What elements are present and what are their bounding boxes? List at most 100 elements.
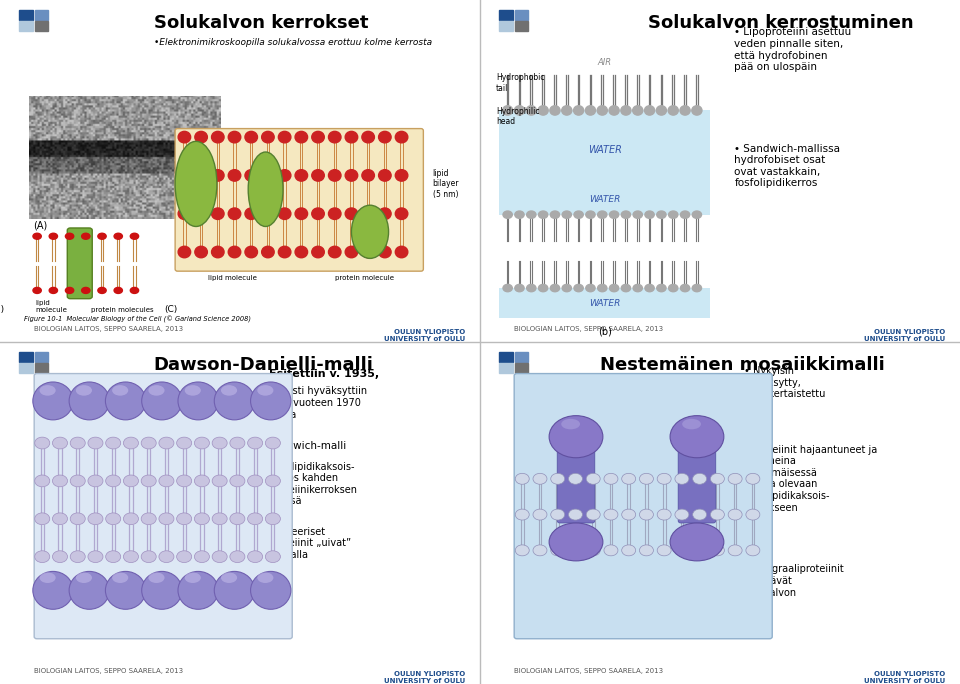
Circle shape <box>633 106 643 115</box>
Ellipse shape <box>106 571 146 609</box>
Circle shape <box>728 545 742 556</box>
Text: OULUN YLIOPISTO
UNIVERSITY of OULU: OULUN YLIOPISTO UNIVERSITY of OULU <box>864 328 946 342</box>
Circle shape <box>604 545 618 556</box>
Text: OULUN YLIOPISTO
UNIVERSITY of OULU: OULUN YLIOPISTO UNIVERSITY of OULU <box>384 670 466 684</box>
Circle shape <box>278 246 291 258</box>
Circle shape <box>141 513 156 525</box>
Circle shape <box>728 473 742 484</box>
Ellipse shape <box>142 382 182 420</box>
Circle shape <box>262 170 275 181</box>
Circle shape <box>131 287 138 293</box>
Circle shape <box>622 473 636 484</box>
Circle shape <box>195 170 207 181</box>
Text: WATER: WATER <box>588 144 622 155</box>
Circle shape <box>604 473 618 484</box>
FancyBboxPatch shape <box>175 129 423 271</box>
Ellipse shape <box>549 523 603 561</box>
Circle shape <box>609 106 619 115</box>
Circle shape <box>597 106 608 115</box>
Text: WATER: WATER <box>589 195 620 205</box>
FancyBboxPatch shape <box>557 434 595 523</box>
Circle shape <box>587 473 600 484</box>
Circle shape <box>586 285 595 291</box>
Text: WATER: WATER <box>589 298 620 308</box>
Text: • Lipoproteiini asettuu
veden pinnalle siten,
että hydrofobinen
pää on ulospäin: • Lipoproteiini asettuu veden pinnalle s… <box>734 27 852 72</box>
Circle shape <box>49 233 58 239</box>
Text: Hydrophilic
zone: Hydrophilic zone <box>48 435 103 457</box>
Text: BIOLOGIAN LAITOS, SEPPO SAARELA, 2013: BIOLOGIAN LAITOS, SEPPO SAARELA, 2013 <box>514 668 662 674</box>
Text: BIOLOGIAN LAITOS, SEPPO SAARELA, 2013: BIOLOGIAN LAITOS, SEPPO SAARELA, 2013 <box>34 668 182 674</box>
Circle shape <box>346 170 358 181</box>
Text: Dawson-Danielli-malli: Dawson-Danielli-malli <box>154 356 373 373</box>
Circle shape <box>98 233 107 239</box>
Circle shape <box>124 513 138 525</box>
Circle shape <box>551 473 564 484</box>
Circle shape <box>692 106 702 115</box>
Circle shape <box>262 246 275 258</box>
Ellipse shape <box>76 385 92 395</box>
Circle shape <box>621 211 631 218</box>
Circle shape <box>53 551 67 562</box>
Circle shape <box>35 437 50 449</box>
Circle shape <box>262 208 275 220</box>
Circle shape <box>658 473 671 484</box>
Ellipse shape <box>142 571 182 609</box>
Circle shape <box>328 208 341 220</box>
Circle shape <box>265 437 280 449</box>
Text: Solukalvon kerrostuminen: Solukalvon kerrostuminen <box>648 14 914 31</box>
Circle shape <box>124 551 138 562</box>
FancyBboxPatch shape <box>515 373 772 639</box>
Text: OULUN YLIOPISTO
UNIVERSITY of OULU: OULUN YLIOPISTO UNIVERSITY of OULU <box>384 328 466 342</box>
Text: protein molecule: protein molecule <box>335 275 395 280</box>
Text: Solukalvon kerrokset: Solukalvon kerrokset <box>154 14 368 31</box>
Circle shape <box>195 208 207 220</box>
Text: AIR: AIR <box>598 57 612 66</box>
Circle shape <box>533 509 547 520</box>
Circle shape <box>159 437 174 449</box>
Circle shape <box>211 131 224 143</box>
Circle shape <box>396 170 408 181</box>
Circle shape <box>131 233 138 239</box>
Circle shape <box>515 106 524 115</box>
Text: laajasti hyväksyttiin
aina vuoteen 1970
sakka: laajasti hyväksyttiin aina vuoteen 1970 … <box>269 386 367 420</box>
Circle shape <box>82 233 90 239</box>
Circle shape <box>179 208 191 220</box>
Circle shape <box>35 551 50 562</box>
Circle shape <box>516 473 529 484</box>
Ellipse shape <box>178 382 218 420</box>
Circle shape <box>141 475 156 487</box>
Circle shape <box>680 106 690 115</box>
Circle shape <box>265 513 280 525</box>
Circle shape <box>141 551 156 562</box>
Circle shape <box>362 131 374 143</box>
Text: OULUN YLIOPISTO
UNIVERSITY of OULU: OULUN YLIOPISTO UNIVERSITY of OULU <box>864 670 946 684</box>
Bar <box>35 352 48 362</box>
Circle shape <box>639 473 654 484</box>
Circle shape <box>693 473 707 484</box>
Circle shape <box>598 211 607 218</box>
Circle shape <box>681 211 689 218</box>
Circle shape <box>278 131 291 143</box>
Ellipse shape <box>562 419 580 430</box>
Ellipse shape <box>39 573 56 583</box>
Circle shape <box>639 545 654 556</box>
Ellipse shape <box>76 573 92 583</box>
Ellipse shape <box>112 573 129 583</box>
Circle shape <box>396 208 408 220</box>
Circle shape <box>621 106 631 115</box>
FancyBboxPatch shape <box>35 373 292 639</box>
Circle shape <box>141 437 156 449</box>
Circle shape <box>248 437 263 449</box>
Text: Esitettiin v. 1935,: Esitettiin v. 1935, <box>269 369 379 380</box>
Circle shape <box>124 475 138 487</box>
Circle shape <box>159 475 174 487</box>
Circle shape <box>396 131 408 143</box>
Circle shape <box>65 287 74 293</box>
Circle shape <box>563 211 571 218</box>
Circle shape <box>82 287 90 293</box>
Circle shape <box>53 475 67 487</box>
Ellipse shape <box>251 571 291 609</box>
Circle shape <box>248 551 263 562</box>
Ellipse shape <box>221 573 237 583</box>
Circle shape <box>346 131 358 143</box>
